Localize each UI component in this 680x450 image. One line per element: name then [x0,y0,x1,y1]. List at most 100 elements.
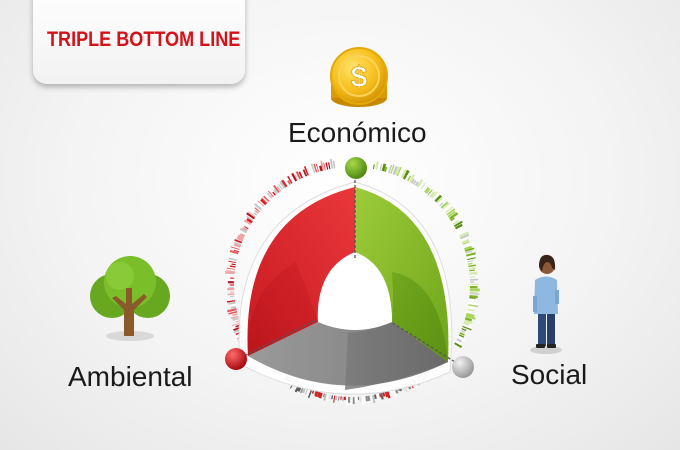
barcode-stripe [323,162,326,171]
barcode-stripe [418,180,425,189]
barcode-stripe [225,278,235,282]
barcode-stripe [320,160,325,171]
barcode-stripe [246,217,253,224]
barcode-stripe [457,336,466,341]
barcode-stripe [230,277,235,279]
barcode-stripe [405,174,409,181]
barcode-stripe [228,297,235,300]
barcode-stripe [233,243,241,248]
barcode-stripe [437,200,443,205]
barcode-stripe [229,291,235,293]
barcode-stripe [236,236,244,242]
barcode-stripe [328,394,331,400]
node-social [452,356,474,378]
barcode-stripe [462,241,470,245]
barcode-stripe [464,245,473,251]
dollar-coin-icon: $ [330,47,388,107]
barcode-stripe [458,334,465,338]
diagram-title: TRIPLE BOTTOM LINE [47,28,241,51]
tree-icon [90,256,170,341]
barcode-stripe [227,287,235,291]
barcode-stripe [468,299,477,302]
barcode-stripe [341,396,344,401]
barcode-stripe [230,246,240,250]
barcode-stripe [374,394,377,399]
label-social: Social [511,359,588,390]
barcode-stripe [230,315,239,319]
barcode-stripe [302,169,308,177]
barcode-stripe [323,393,327,401]
barcode-stripe [226,300,236,303]
barcode-stripe [234,239,243,244]
barcode-stripe [370,395,373,399]
barcode-stripe [379,164,383,171]
barcode-stripe [253,212,258,216]
barcode-stripe [416,179,424,188]
barcode-stripe [459,231,470,238]
barcode-stripe [295,171,301,180]
barcode-stripe [323,393,325,397]
barcode-stripe [376,394,380,401]
barcode-stripe [235,320,240,323]
barcode-stripe [246,215,254,222]
barcode-stripe [377,160,381,171]
barcode-stripe [279,180,286,189]
barcode-stripe [386,164,390,173]
barcode-stripe [460,236,468,241]
barcode-stripe [456,338,462,343]
barcode-stripe [227,281,235,284]
barcode-stripe [425,188,431,194]
barcode-stripe [361,396,364,405]
barcode-stripe [244,226,249,230]
barcode-stripe [244,219,252,226]
barcode-stripe [291,172,298,182]
barcode-stripe [273,184,280,193]
barcode-stripe [451,217,460,223]
barcode-stripe [315,163,320,172]
barcode-stripe [317,391,321,398]
barcode-stripe [314,391,319,397]
barcode-stripe [464,319,473,325]
barcode-stripe [389,390,393,396]
barcode-stripe [381,163,387,172]
barcode-stripe [229,250,239,255]
barcode-stripe [263,191,272,201]
barcode-stripe [466,252,476,257]
barcode-stripe [461,328,467,332]
barcode-stripe [383,166,388,172]
barcode-stripe [461,239,470,244]
barcode-stripe [440,201,449,209]
barcode-stripe [469,288,480,292]
barcode-stripe [239,231,246,236]
barcode-stripe [465,250,473,254]
barcode-stripe [310,163,316,174]
barcode-stripe [254,203,262,211]
barcode-stripe [273,188,279,195]
barcode-stripe [228,260,237,264]
coin-symbol: $ [351,61,368,94]
barcode-stripe [333,395,336,403]
barcode-stripe [231,322,241,327]
barcode-stripe [424,186,430,193]
barcode-stripe [420,182,426,190]
barcode-stripe [242,226,248,232]
barcode-stripe [392,388,398,397]
barcode-stripe [365,395,369,402]
barcode-stripe [232,317,239,321]
barcode-stripe [462,325,472,331]
barcode-stripe [351,397,353,406]
barcode-stripe [228,311,238,315]
barcode-stripe [465,315,476,320]
barcode-stripe [354,396,357,402]
center-hole [317,252,392,330]
node-economico [345,157,367,179]
barcode-stripe [442,202,451,210]
barcode-stripe [372,394,376,404]
barcode-stripe [464,247,475,252]
barcode-stripe [382,392,386,397]
barcode-stripe [282,177,289,187]
barcode-stripe [278,184,283,190]
barcode-stripe [229,284,234,286]
barcode-stripe [468,304,479,308]
barcode-stripe [469,269,475,272]
